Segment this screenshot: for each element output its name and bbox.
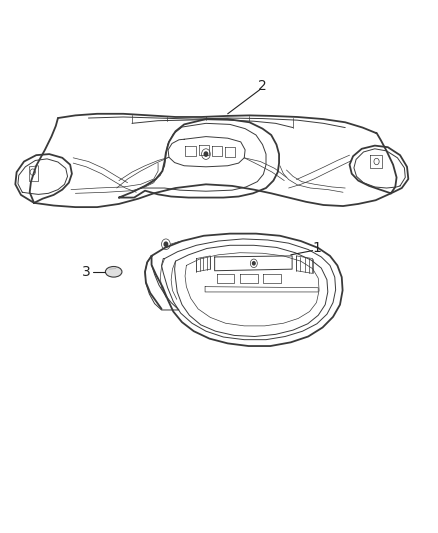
Text: 2: 2: [258, 79, 267, 93]
Ellipse shape: [106, 266, 122, 277]
Circle shape: [253, 262, 255, 265]
Text: 1: 1: [312, 241, 321, 255]
Circle shape: [164, 242, 168, 246]
Text: 3: 3: [82, 265, 91, 279]
Circle shape: [204, 152, 208, 156]
